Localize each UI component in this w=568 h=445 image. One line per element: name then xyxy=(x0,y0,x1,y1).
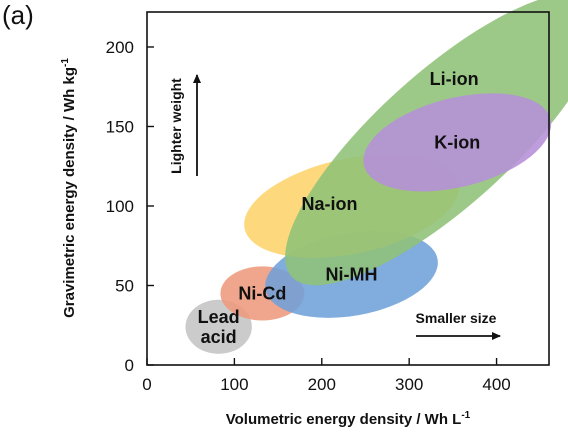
x-tick-label: 400 xyxy=(482,375,510,394)
region-label-line: Ni-MH xyxy=(325,264,377,284)
x-tick-label: 300 xyxy=(395,375,423,394)
panel-label: (a) xyxy=(2,0,34,30)
y-tick-label: 200 xyxy=(106,38,134,57)
y-tick-label: 150 xyxy=(106,117,134,136)
y-tick-label: 50 xyxy=(115,276,134,295)
region-label-line: Ni-Cd xyxy=(238,283,286,303)
region-label-line: Li-ion xyxy=(430,69,479,89)
y-axis-title-text: Gravimetric energy density / Wh kg xyxy=(61,67,78,318)
battery-regions: Lead acid Ni-Cd Ni-MH Na-ion Li-ion K-ion xyxy=(185,0,568,354)
region-label-line: acid xyxy=(201,327,237,347)
region-k-ion xyxy=(363,93,552,192)
y-tick-label: 0 xyxy=(125,356,134,375)
x-tick-label: 100 xyxy=(220,375,248,394)
plot-frame xyxy=(146,11,550,366)
x-axis-title-superscript: -1 xyxy=(461,410,470,421)
lighter-weight-label: Lighter weight xyxy=(168,78,184,174)
y-axis-ticks: 0 50 100 150 200 xyxy=(106,38,154,375)
region-label-li-ion: Li-ion xyxy=(430,69,479,89)
x-axis-title: Volumetric energy density / Wh L-1 xyxy=(226,410,471,428)
region-label-ni-mh: Ni-MH xyxy=(325,264,377,284)
x-tick-label: 200 xyxy=(308,375,336,394)
region-label-line: Lead xyxy=(198,307,240,327)
x-axis-title-text: Volumetric energy density / Wh L xyxy=(226,411,462,428)
y-axis-title: Gravimetric energy density / Wh kg-1 xyxy=(60,58,78,318)
region-label-k-ion: K-ion xyxy=(434,132,480,152)
region-label-line: K-ion xyxy=(434,132,480,152)
y-axis-title-superscript: -1 xyxy=(60,58,71,67)
y-tick-label: 100 xyxy=(106,197,134,216)
region-label-ni-cd: Ni-Cd xyxy=(238,283,286,303)
region-label-na-ion: Na-ion xyxy=(301,194,357,214)
region-label-line: Na-ion xyxy=(301,194,357,214)
region-label-lead-acid: Lead acid xyxy=(198,307,240,347)
smaller-size-label: Smaller size xyxy=(416,310,497,326)
x-tick-label: 0 xyxy=(142,375,151,394)
x-axis-ticks: 0 100 200 300 400 xyxy=(142,358,511,394)
